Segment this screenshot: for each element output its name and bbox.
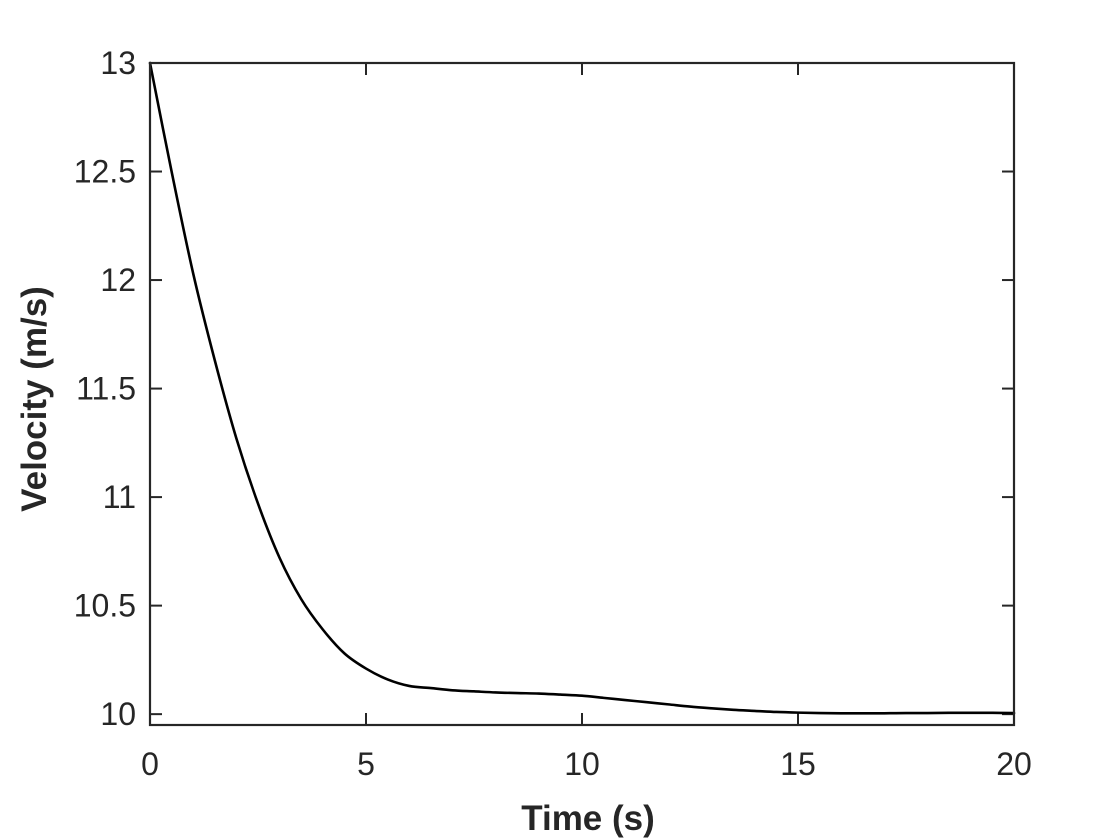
series-layer (148, 61, 1016, 715)
y-tick-label: 12.5 (74, 154, 136, 190)
velocity-series-line (148, 61, 1016, 715)
y-tick-label: 11.5 (76, 371, 136, 407)
y-axis-tick-labels: 10 10.5 11 11.5 12 12.5 13 (74, 45, 136, 732)
x-axis-label: Time (s) (521, 799, 655, 838)
y-tick-label: 13 (100, 45, 136, 81)
y-tick-label: 10 (100, 696, 136, 732)
x-axis-tick-labels: 0 5 10 15 20 (141, 746, 1032, 782)
plot-area-frame (148, 61, 1016, 727)
y-tick-label: 11 (103, 479, 136, 515)
x-tick-label: 15 (780, 746, 816, 782)
y-axis-ticks (150, 62, 1014, 716)
x-tick-label: 0 (141, 746, 159, 782)
x-axis-ticks (149, 63, 1015, 725)
y-tick-label: 10.5 (74, 588, 136, 624)
x-tick-label: 20 (996, 746, 1032, 782)
x-tick-label: 5 (357, 746, 375, 782)
y-tick-label: 12 (100, 262, 136, 298)
y-axis-label: Velocity (m/s) (15, 286, 54, 512)
x-tick-label: 10 (564, 746, 600, 782)
